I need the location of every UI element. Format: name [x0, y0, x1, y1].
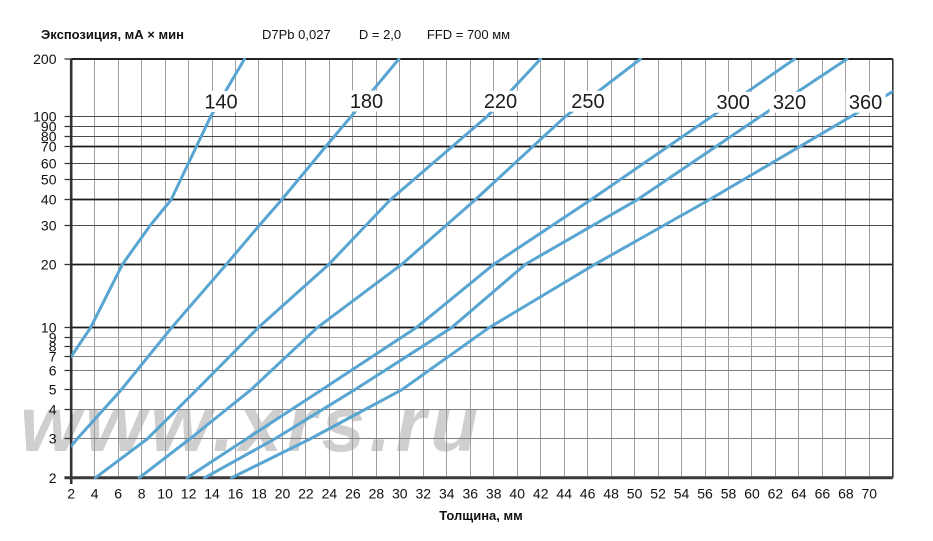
svg-text:30: 30	[41, 218, 57, 234]
svg-text:90: 90	[41, 119, 57, 135]
svg-text:68: 68	[838, 486, 854, 502]
svg-text:20: 20	[41, 257, 57, 273]
svg-text:46: 46	[580, 486, 596, 502]
svg-text:14: 14	[204, 486, 220, 502]
svg-text:5: 5	[49, 382, 57, 398]
svg-text:7: 7	[49, 349, 57, 365]
svg-text:6: 6	[114, 486, 122, 502]
svg-text:24: 24	[322, 486, 338, 502]
svg-text:18: 18	[251, 486, 267, 502]
svg-text:80: 80	[41, 129, 57, 145]
svg-text:320: 320	[773, 92, 806, 114]
svg-text:40: 40	[41, 192, 57, 208]
svg-text:60: 60	[41, 156, 57, 172]
svg-text:D7Pb 0,027: D7Pb 0,027	[262, 27, 331, 42]
svg-text:8: 8	[49, 339, 57, 355]
svg-text:FFD = 700 мм: FFD = 700 мм	[427, 27, 510, 42]
svg-text:2: 2	[67, 486, 75, 502]
svg-text:58: 58	[721, 486, 737, 502]
svg-text:60: 60	[744, 486, 760, 502]
svg-text:50: 50	[627, 486, 643, 502]
svg-text:62: 62	[768, 486, 784, 502]
svg-text:16: 16	[228, 486, 244, 502]
svg-text:10: 10	[41, 320, 57, 336]
svg-text:9: 9	[49, 330, 57, 346]
svg-text:D = 2,0: D = 2,0	[359, 27, 401, 42]
svg-text:180: 180	[350, 91, 383, 113]
svg-text:6: 6	[49, 363, 57, 379]
svg-text:4: 4	[49, 402, 57, 418]
svg-text:3: 3	[49, 431, 57, 447]
svg-text:300: 300	[717, 92, 750, 114]
svg-text:Экспозиция, мА × мин: Экспозиция, мА × мин	[41, 27, 184, 42]
svg-text:64: 64	[791, 486, 807, 502]
svg-text:26: 26	[345, 486, 361, 502]
svg-text:56: 56	[697, 486, 713, 502]
svg-text:200: 200	[33, 51, 57, 67]
svg-text:42: 42	[533, 486, 549, 502]
svg-text:54: 54	[674, 486, 690, 502]
svg-text:40: 40	[509, 486, 525, 502]
svg-text:34: 34	[439, 486, 455, 502]
svg-text:32: 32	[416, 486, 432, 502]
svg-text:70: 70	[41, 139, 57, 155]
svg-text:36: 36	[463, 486, 479, 502]
svg-text:2: 2	[49, 470, 57, 486]
svg-text:250: 250	[571, 91, 604, 113]
svg-text:100: 100	[33, 109, 57, 125]
svg-text:140: 140	[204, 92, 237, 114]
svg-text:70: 70	[862, 486, 878, 502]
svg-text:66: 66	[815, 486, 831, 502]
svg-text:30: 30	[392, 486, 408, 502]
svg-text:360: 360	[849, 92, 882, 114]
svg-text:220: 220	[484, 91, 517, 113]
svg-text:28: 28	[369, 486, 385, 502]
svg-text:44: 44	[556, 486, 572, 502]
svg-text:12: 12	[181, 486, 197, 502]
svg-text:48: 48	[603, 486, 619, 502]
svg-text:10: 10	[157, 486, 173, 502]
svg-text:50: 50	[41, 172, 57, 188]
svg-text:8: 8	[138, 486, 146, 502]
svg-text:38: 38	[486, 486, 502, 502]
svg-text:Толщина, мм: Толщина, мм	[439, 508, 523, 523]
svg-text:22: 22	[298, 486, 314, 502]
svg-text:4: 4	[91, 486, 99, 502]
svg-text:20: 20	[275, 486, 291, 502]
svg-text:52: 52	[650, 486, 666, 502]
